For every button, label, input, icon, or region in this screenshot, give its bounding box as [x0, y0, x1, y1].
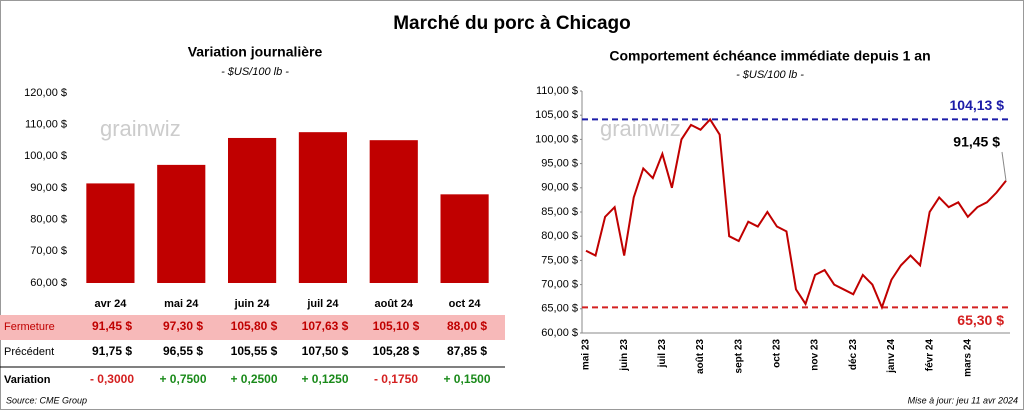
chart-title: Variation journalière — [188, 44, 323, 60]
x-tick-label: juin 24 — [234, 298, 271, 310]
x-tick-label: août 24 — [374, 298, 413, 310]
table-cell: 105,80 $ — [231, 319, 278, 333]
chart-subtitle: - $US/100 lb - — [736, 69, 804, 81]
leader — [1001, 151, 1007, 181]
row-label: Précédent — [4, 346, 54, 358]
table-cell: - 0,3000 — [90, 372, 134, 386]
bar — [228, 137, 277, 283]
table-cell: 107,63 $ — [302, 319, 349, 333]
table-cell: 97,30 $ — [163, 319, 203, 333]
y-tick-label: 80,00 $ — [541, 230, 578, 242]
y-tick-label: 110,00 $ — [25, 119, 67, 131]
bar — [86, 183, 135, 283]
row-label: Variation — [4, 374, 51, 386]
x-tick-label: nov 23 — [810, 339, 821, 371]
page-title: Marché du porc à Chicago — [393, 13, 631, 34]
x-tick-label: oct 23 — [772, 339, 783, 368]
x-tick-label: mai 24 — [164, 298, 199, 310]
y-tick-label: 105,00 $ — [535, 109, 578, 121]
updated: Mise à jour: jeu 11 avr 2024 — [908, 395, 1018, 405]
highlight-row — [0, 315, 505, 340]
y-tick-label: 70,00 $ — [30, 245, 67, 257]
table-cell: 105,55 $ — [231, 344, 278, 358]
table-cell: 105,28 $ — [373, 344, 420, 358]
y-tick-label: 60,00 $ — [30, 277, 67, 289]
x-tick-label: juil 24 — [306, 298, 339, 310]
table-cell: 87,85 $ — [447, 344, 487, 358]
bar — [157, 164, 206, 283]
x-tick-label: juin 23 — [619, 339, 630, 372]
table-cell: 105,10 $ — [373, 319, 420, 333]
x-tick-label: août 23 — [695, 339, 706, 374]
y-tick-label: 80,00 $ — [30, 214, 67, 226]
bar — [369, 140, 418, 283]
table-cell: - 0,1750 — [374, 372, 418, 386]
reference-label: 104,13 $ — [950, 97, 1005, 113]
y-tick-label: 85,00 $ — [541, 206, 578, 218]
y-tick-label: 60,00 $ — [541, 327, 578, 339]
table-cell: 96,55 $ — [163, 344, 203, 358]
y-tick-label: 100,00 $ — [535, 133, 578, 145]
y-tick-label: 100,00 $ — [24, 150, 67, 162]
chart-title: Comportement échéance immédiate depuis 1… — [609, 48, 930, 64]
reference-label: 65,30 $ — [957, 312, 1004, 328]
y-tick-label: 65,00 $ — [541, 303, 578, 315]
y-tick-label: 70,00 $ — [541, 279, 578, 291]
source: Source: CME Group — [6, 395, 87, 405]
watermark: grainwiz — [100, 116, 181, 141]
x-tick-label: juil 23 — [657, 339, 668, 369]
x-tick-label: sept 23 — [733, 339, 744, 374]
table-cell: 88,00 $ — [447, 319, 487, 333]
y-tick-label: 95,00 $ — [541, 158, 578, 170]
x-tick-label: janv 24 — [886, 339, 897, 374]
table-cell: 91,45 $ — [92, 319, 132, 333]
y-tick-label: 75,00 $ — [541, 254, 578, 266]
x-tick-label: oct 24 — [449, 298, 482, 310]
y-tick-label: 90,00 $ — [30, 182, 67, 194]
table-cell: + 0,7500 — [159, 372, 206, 386]
table-cell: 91,75 $ — [92, 344, 132, 358]
y-tick-label: 120,00 $ — [24, 87, 67, 99]
bar — [298, 132, 347, 283]
x-tick-label: févr 24 — [924, 339, 935, 372]
x-tick-label: avr 24 — [95, 298, 128, 310]
table-cell: + 0,1500 — [443, 372, 490, 386]
y-tick-label: 90,00 $ — [541, 182, 578, 194]
x-tick-label: déc 23 — [848, 339, 859, 371]
x-tick-label: mai 23 — [581, 339, 592, 371]
line — [585, 117, 1007, 311]
row-label: Fermeture — [4, 321, 55, 333]
last-value-label: 91,45 $ — [953, 134, 1000, 150]
table-cell: 107,50 $ — [302, 344, 349, 358]
x-tick-label: mars 24 — [962, 339, 973, 377]
bar — [440, 194, 489, 283]
table-cell: + 0,2500 — [230, 372, 277, 386]
table-cell: + 0,1250 — [301, 372, 348, 386]
y-tick-label: 110,00 $ — [536, 85, 578, 97]
chart-subtitle: - $US/100 lb - — [221, 66, 289, 78]
